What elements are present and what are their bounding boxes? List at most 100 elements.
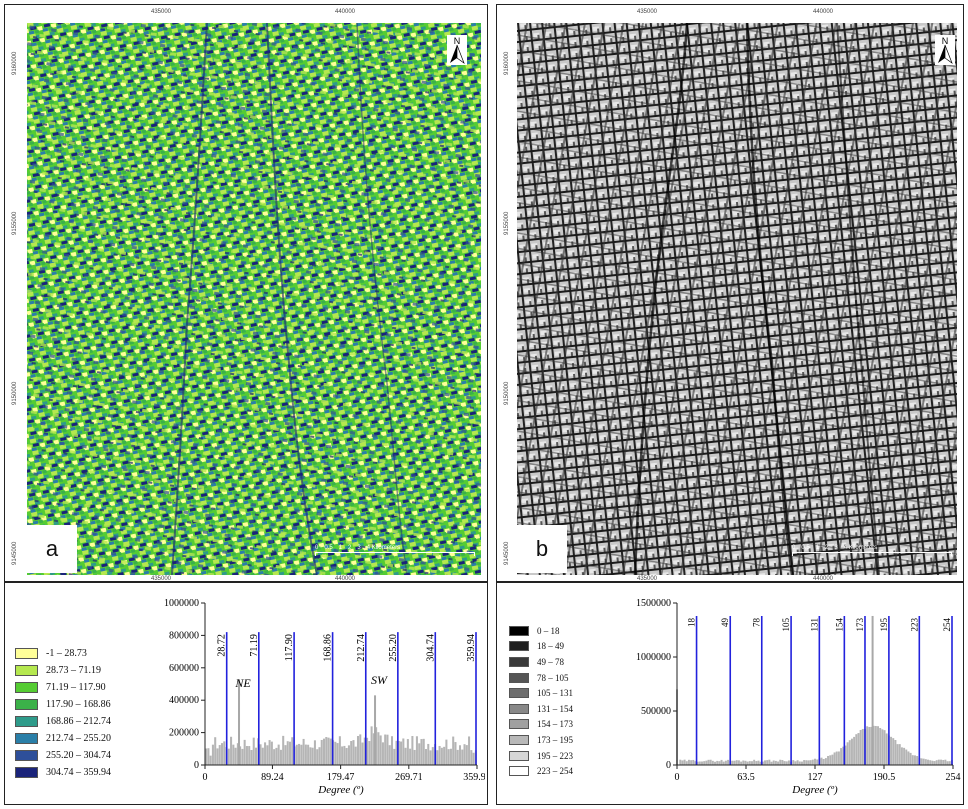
- class-break-label: 105: [781, 617, 791, 631]
- y-tick-label: 1500000: [636, 598, 671, 609]
- histogram-bar: [868, 726, 871, 765]
- legend-label: 49 – 78: [537, 656, 564, 667]
- legend-swatch: [509, 750, 529, 761]
- x-tick-label: 89.24: [261, 772, 284, 783]
- histogram-bar: [239, 746, 242, 765]
- histogram-bar: [679, 759, 682, 765]
- histogram-bar: [220, 743, 224, 765]
- side-coord-b-4: 9145000: [504, 541, 510, 565]
- class-break-label: 28.72: [217, 634, 228, 657]
- legend-swatch: [15, 665, 38, 676]
- aspect-map[interactable]: [27, 23, 481, 575]
- histogram-bar: [690, 760, 693, 765]
- histogram-bar: [866, 726, 869, 765]
- histogram-bar: [234, 747, 237, 765]
- histogram-bar: [418, 743, 421, 765]
- histogram-bar: [211, 744, 214, 765]
- histogram-b: 18 49 78 105 131 154 173 195 223 254 0 500000 100000…: [636, 598, 961, 796]
- scale-label: 0.5: [801, 545, 810, 551]
- panel-a-map: 435000 440000: [4, 4, 488, 582]
- histogram-bar: [772, 760, 775, 765]
- class-break-label: 154: [834, 617, 844, 631]
- histogram-bar: [381, 742, 384, 765]
- histogram-bar: [750, 761, 753, 765]
- histogram-bar: [846, 742, 849, 765]
- histogram-bar: [894, 740, 897, 765]
- histogram-bar: [913, 755, 916, 765]
- legend-item: 223 – 254: [509, 763, 573, 779]
- histogram-bar: [309, 747, 312, 765]
- histogram-bar: [853, 736, 856, 765]
- histogram-bar: [420, 739, 423, 765]
- y-tick-label: 200000: [169, 728, 199, 739]
- histogram-bar: [366, 737, 369, 765]
- histogram-bar: [241, 748, 244, 765]
- histogram-bar: [837, 751, 840, 765]
- histogram-bar: [929, 760, 932, 765]
- histogram-bar: [313, 740, 316, 765]
- histogram-bar: [325, 737, 328, 765]
- class-break-label: 78: [752, 617, 762, 627]
- histogram-bar: [722, 761, 725, 765]
- class-break-label: 212.74: [356, 634, 367, 662]
- x-axis-label: Degree (º): [791, 784, 838, 796]
- histogram-bar: [415, 736, 418, 765]
- class-break-label: 173: [855, 617, 865, 631]
- legend-label: 117.90 – 168.86: [46, 699, 111, 710]
- x-tick-label: 190.5: [873, 772, 896, 783]
- y-tick-label: 1000000: [164, 598, 199, 609]
- histogram-bar: [252, 737, 255, 765]
- north-label: N: [942, 36, 949, 46]
- x-tick-label: 269.71: [395, 772, 423, 783]
- legend-item: 117.90 – 168.86: [15, 696, 111, 713]
- histogram-bar: [356, 736, 360, 765]
- histogram-bar: [370, 726, 373, 765]
- histogram-bar: [766, 760, 769, 765]
- scale-bar-a: 0 0.5 1 2 3 4 Kilometers: [315, 545, 475, 556]
- histogram-bar: [250, 749, 253, 765]
- histogram-bar: [753, 759, 756, 765]
- scale-label: 4 Kilometers: [366, 545, 401, 551]
- histogram-bar: [850, 738, 853, 765]
- histogram-bar: [805, 760, 808, 765]
- histogram-bar: [472, 752, 475, 765]
- histogram-bar: [683, 759, 686, 765]
- y-tick-label: 500000: [641, 706, 671, 717]
- histogram-bar: [463, 744, 466, 765]
- histogram-bar: [890, 736, 893, 765]
- histogram-bar: [329, 738, 332, 765]
- histogram-bar: [205, 748, 208, 765]
- histogram-bar: [703, 761, 706, 765]
- histogram-bar: [840, 748, 843, 765]
- histogram-bar: [746, 761, 749, 765]
- histogram-bar: [336, 743, 339, 765]
- legend-swatch: [15, 733, 38, 744]
- histogram-bar: [787, 760, 790, 765]
- histogram-bar: [944, 759, 947, 765]
- class-break-label: 71.19: [249, 634, 260, 657]
- histogram-bar: [393, 748, 396, 765]
- legend-label: 78 – 105: [537, 672, 569, 683]
- histogram-bar: [942, 760, 945, 765]
- legend-item: 173 – 195: [509, 732, 573, 748]
- hillshade-map[interactable]: [517, 23, 957, 575]
- histogram-bar: [777, 761, 780, 765]
- histogram-bar: [779, 759, 782, 765]
- side-coord-b-3: 9150000: [504, 381, 510, 405]
- histogram-bar: [781, 760, 784, 765]
- histogram-bar: [413, 749, 416, 765]
- histogram-bar: [807, 760, 810, 765]
- class-break-label: 254: [942, 617, 952, 631]
- legend-swatch: [509, 766, 529, 777]
- y-tick-label: 400000: [169, 695, 199, 706]
- legend-item: 0 – 18: [509, 623, 573, 639]
- histogram-bar: [368, 741, 371, 765]
- histogram-bar: [352, 740, 355, 765]
- histogram-bar: [948, 761, 951, 765]
- histogram-bar: [809, 760, 812, 765]
- histogram-bar: [811, 759, 814, 765]
- legend-swatch: [15, 682, 38, 693]
- histogram-bar: [443, 746, 446, 765]
- class-break-label: 195: [879, 617, 889, 631]
- x-tick-label: 254: [946, 772, 961, 783]
